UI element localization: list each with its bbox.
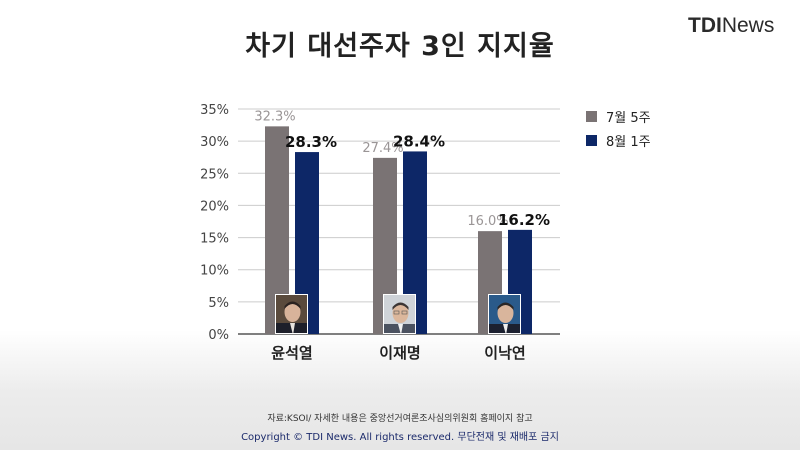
copyright-notice: Copyright © TDI News. All rights reserve… [241,432,559,443]
y-tick-label: 30% [200,135,229,150]
x-category-label: 윤석열 [271,344,312,362]
candidate-photo-yoon [275,294,308,334]
y-tick-label: 10% [200,264,229,279]
data-label: 28.4% [393,132,445,150]
data-label: 16.0% [467,214,508,229]
data-label: 27.4% [362,141,403,156]
y-tick-label: 25% [200,167,229,182]
logo-wordmark: TDINews [688,14,774,38]
x-category-label: 이재명 [379,344,420,362]
candidate-photo-lee-jm [383,294,416,334]
candidate-photo-lee-ny [488,294,521,334]
legend-item-series1: 7월 5주 [586,107,651,126]
logo-text-bold: TDI [688,14,722,37]
legend-item-series2: 8월 1주 [586,131,651,150]
y-tick-label: 5% [208,296,229,311]
x-category-label: 이낙연 [484,344,525,362]
y-tick-label: 0% [208,328,229,343]
data-label: 28.3% [285,133,337,151]
legend-label: 8월 1주 [606,134,651,150]
y-tick-label: 35% [200,103,229,118]
chart-title: 차기 대선주자 3인 지지율 [245,31,555,62]
y-tick-label: 15% [200,232,229,247]
logo-text-light: News [721,14,775,37]
legend-label: 7월 5주 [606,110,651,126]
y-tick-label: 20% [200,199,229,214]
source-note: 자료:KSOI/ 자세한 내용은 중앙선거여론조사심의위원회 홈페이지 참고 [267,414,533,424]
data-label: 32.3% [254,109,295,124]
data-label: 16.2% [498,211,550,229]
legend-swatch [586,134,597,146]
legend-swatch [586,110,597,122]
